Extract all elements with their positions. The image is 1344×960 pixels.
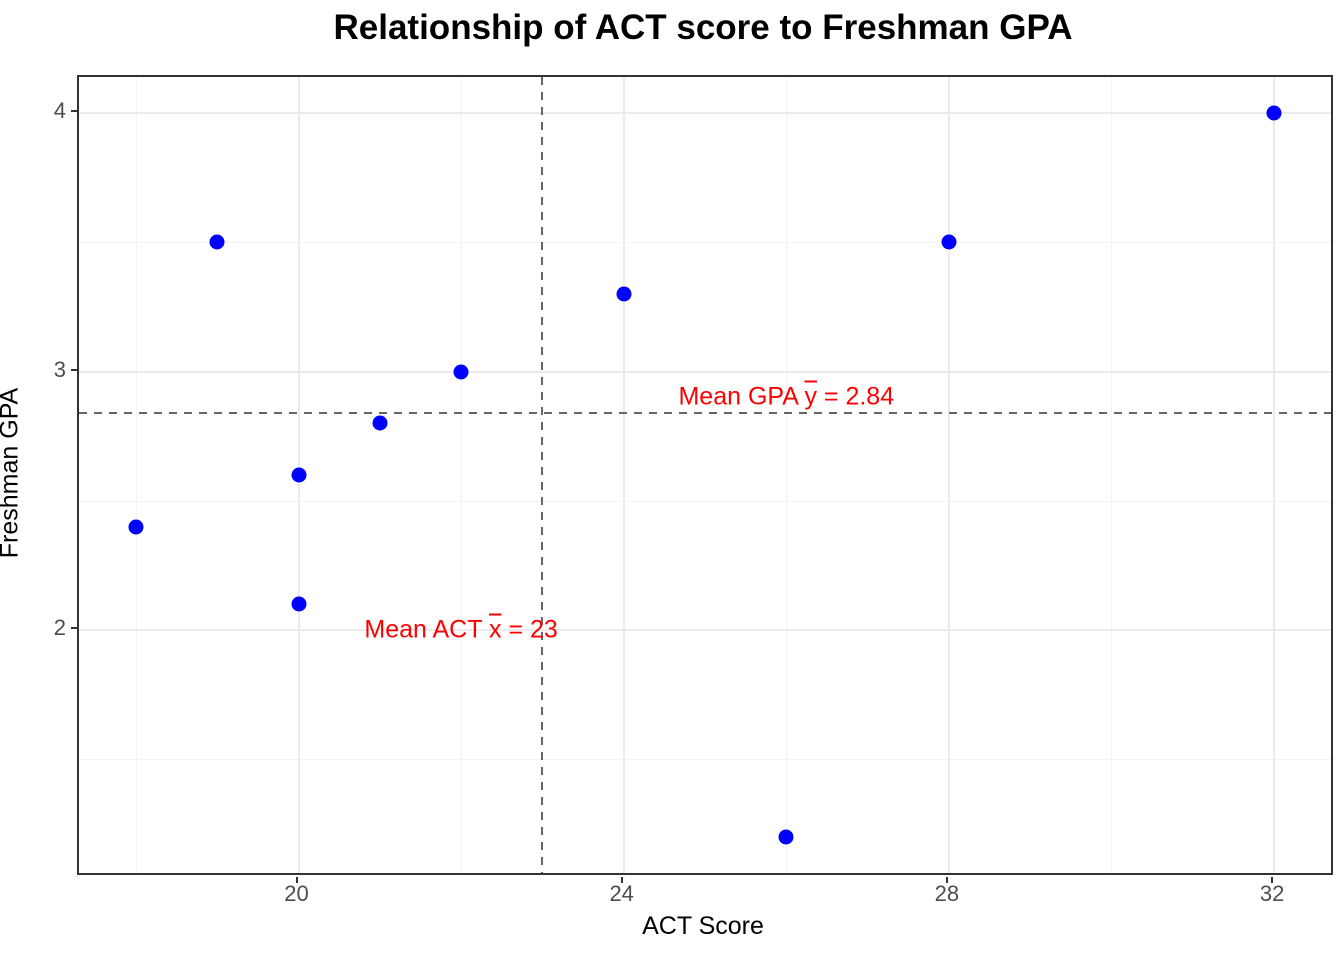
- annotation-mean-act-label: Mean ACT x = 23: [364, 616, 557, 645]
- x-tick-label: 24: [609, 881, 634, 906]
- y-tick-label: 3: [53, 356, 66, 382]
- y-major-gridline: [79, 370, 1331, 373]
- y-minor-gridline: [79, 242, 1331, 244]
- data-point: [453, 364, 469, 380]
- x-minor-gridline: [786, 77, 788, 873]
- x-minor-gridline: [135, 77, 137, 873]
- annotation-suffix: = 23: [501, 615, 558, 644]
- x-minor-gridline: [461, 77, 463, 873]
- annotation-prefix: Mean ACT: [364, 615, 489, 644]
- chart-title: Relationship of ACT score to Freshman GP…: [333, 8, 1073, 47]
- annotation-barred-letter: y: [804, 382, 817, 411]
- x-tick-label: 32: [1259, 881, 1285, 906]
- annotation-prefix: Mean GPA: [678, 382, 805, 411]
- data-point: [372, 415, 388, 431]
- y-minor-gridline: [79, 759, 1331, 761]
- x-major-gridline: [1273, 77, 1276, 873]
- x-tick-mark: [945, 877, 948, 883]
- data-point: [1266, 105, 1282, 121]
- data-point: [209, 234, 225, 250]
- y-tick-label: 2: [53, 615, 66, 641]
- x-tick-mark: [295, 877, 298, 883]
- x-minor-gridline: [1111, 77, 1113, 873]
- plot-area: Mean GPA y = 2.84 Mean ACT x = 23: [79, 77, 1331, 873]
- data-point: [291, 596, 306, 612]
- plot-panel: Mean GPA y = 2.84 Mean ACT x = 23: [77, 75, 1333, 875]
- data-point: [616, 286, 632, 302]
- annotation-suffix: = 2.84: [816, 382, 895, 411]
- mean-gpa-line: [79, 411, 1331, 414]
- data-point: [291, 467, 306, 483]
- x-tick-label: 28: [934, 881, 960, 906]
- y-minor-gridline: [79, 500, 1331, 502]
- mean-act-line: [541, 77, 544, 873]
- x-axis-title: ACT Score: [642, 912, 764, 940]
- x-tick-mark: [1271, 877, 1274, 883]
- x-tick-label: 20: [284, 881, 309, 906]
- annotation-mean-gpa-label: Mean GPA y = 2.84: [678, 383, 894, 412]
- annotation-barred-letter: x: [488, 615, 502, 644]
- x-major-gridline: [947, 77, 950, 873]
- y-major-gridline: [79, 112, 1331, 115]
- y-tick-label: 4: [53, 98, 66, 124]
- data-point: [941, 234, 957, 250]
- data-point: [778, 829, 794, 845]
- x-major-gridline: [622, 77, 625, 873]
- y-axis-title-text: Freshman GPA: [0, 387, 24, 559]
- y-major-gridline: [79, 629, 1331, 632]
- x-tick-mark: [620, 877, 623, 883]
- data-point: [128, 519, 144, 535]
